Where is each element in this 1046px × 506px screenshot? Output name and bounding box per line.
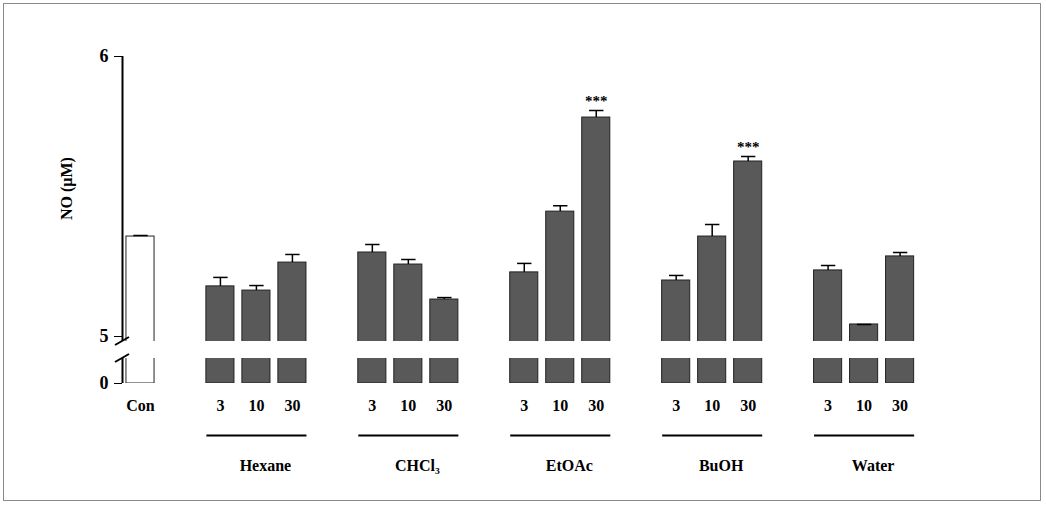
- svg-text:10: 10: [552, 397, 568, 414]
- svg-text:10: 10: [856, 397, 872, 414]
- svg-text:3: 3: [672, 397, 680, 414]
- svg-text:5: 5: [100, 326, 109, 346]
- svg-text:NO (μM): NO (μM): [58, 157, 76, 220]
- svg-text:30: 30: [284, 397, 300, 414]
- svg-text:***: ***: [585, 93, 608, 109]
- svg-text:30: 30: [740, 397, 756, 414]
- svg-text:10: 10: [400, 397, 416, 414]
- svg-text:30: 30: [892, 397, 908, 414]
- svg-text:3: 3: [216, 397, 224, 414]
- svg-text:Hexane: Hexane: [240, 457, 292, 474]
- svg-text:***: ***: [737, 139, 760, 155]
- svg-text:3: 3: [824, 397, 832, 414]
- svg-text:30: 30: [436, 397, 452, 414]
- svg-text:10: 10: [704, 397, 720, 414]
- svg-text:0: 0: [100, 373, 109, 393]
- svg-text:EtOAc: EtOAc: [546, 457, 593, 474]
- svg-text:30: 30: [588, 397, 604, 414]
- svg-text:Con: Con: [126, 397, 155, 414]
- svg-text:3: 3: [520, 397, 528, 414]
- svg-text:BuOH: BuOH: [699, 457, 744, 474]
- svg-text:6: 6: [100, 46, 109, 66]
- svg-text:3: 3: [368, 397, 376, 414]
- svg-text:10: 10: [248, 397, 264, 414]
- svg-text:CHCl₃: CHCl₃: [395, 457, 440, 474]
- svg-text:Water: Water: [852, 457, 895, 474]
